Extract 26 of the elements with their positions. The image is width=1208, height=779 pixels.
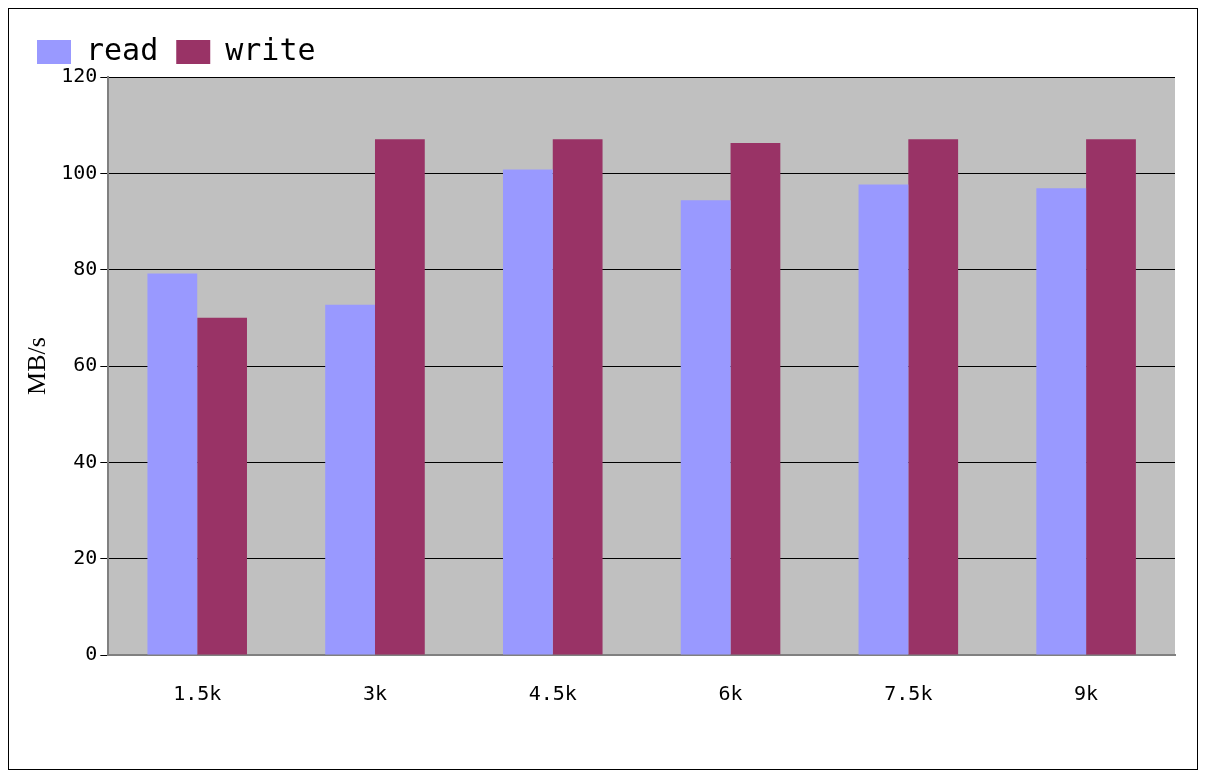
- bar: [374, 139, 425, 655]
- y-axis-title: MB/s: [22, 337, 52, 395]
- x-tick-label: 3k: [362, 681, 388, 706]
- bar: [1086, 139, 1136, 655]
- y-tick-label: 20: [73, 544, 98, 569]
- x-tick-label: 7.5k: [884, 681, 933, 706]
- bar: [502, 169, 553, 655]
- y-tick-label: 80: [73, 255, 98, 280]
- x-tick-label: 1.5k: [173, 681, 222, 706]
- bar: [680, 200, 731, 655]
- y-tick-label: 60: [73, 352, 98, 377]
- bar: [858, 184, 909, 655]
- legend-label: write: [225, 31, 316, 67]
- x-tick-label: 6k: [718, 681, 743, 706]
- x-tick-label: 9k: [1074, 681, 1099, 706]
- y-tick-label: 40: [73, 448, 98, 473]
- bar: [730, 142, 781, 655]
- bar: [197, 317, 247, 655]
- y-tick-label: 0: [85, 641, 98, 666]
- bar: [552, 139, 603, 655]
- bar: [325, 304, 375, 655]
- y-tick-label: 100: [61, 159, 98, 184]
- bar: [147, 273, 198, 655]
- bar: [908, 139, 959, 655]
- bar: [1036, 188, 1087, 655]
- x-tick-label: 4.5k: [528, 681, 577, 706]
